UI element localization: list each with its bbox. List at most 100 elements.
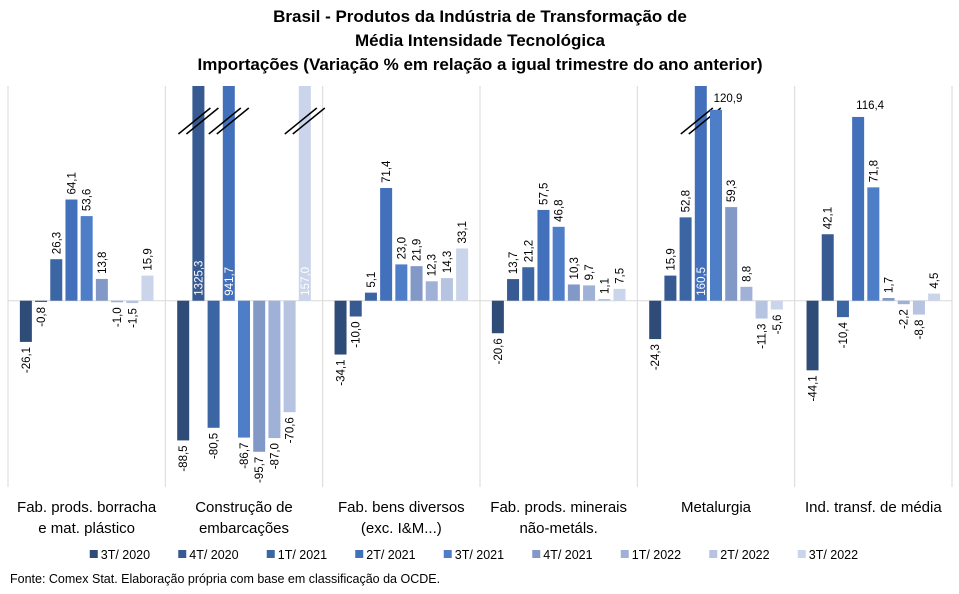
axis-break bbox=[284, 107, 318, 135]
value-label: 64,1 bbox=[66, 172, 78, 194]
bar bbox=[65, 199, 78, 301]
value-label: 53,6 bbox=[82, 189, 94, 211]
value-label: 59,3 bbox=[726, 180, 738, 202]
bar bbox=[222, 86, 235, 301]
bar bbox=[456, 248, 469, 301]
legend-label: 3T/ 2021 bbox=[455, 548, 504, 562]
bar bbox=[177, 300, 190, 441]
bar bbox=[583, 285, 596, 301]
bar bbox=[836, 300, 849, 318]
bar bbox=[111, 300, 124, 303]
value-label: 52,8 bbox=[681, 190, 693, 212]
bar bbox=[679, 217, 692, 301]
legend-swatch bbox=[709, 550, 718, 558]
bar bbox=[440, 278, 453, 301]
value-label: 7,5 bbox=[614, 268, 626, 284]
value-label: 71,4 bbox=[381, 160, 393, 183]
value-label: -86,7 bbox=[239, 443, 251, 469]
legend-swatch bbox=[178, 550, 187, 558]
legend-label: 4T/ 2020 bbox=[189, 548, 238, 562]
legend-label: 2T/ 2022 bbox=[720, 548, 769, 562]
bar bbox=[207, 300, 220, 428]
bar bbox=[334, 300, 347, 355]
value-label: -20,6 bbox=[493, 338, 505, 364]
value-label: -1,0 bbox=[112, 307, 124, 327]
bar bbox=[298, 86, 311, 301]
value-label: 941,7 bbox=[224, 267, 236, 296]
value-label: 21,2 bbox=[523, 240, 535, 262]
bar bbox=[537, 209, 550, 301]
axis-break bbox=[177, 107, 211, 135]
value-label: 23,0 bbox=[396, 237, 408, 259]
bar bbox=[238, 300, 250, 438]
value-label: 14,3 bbox=[442, 251, 454, 273]
bar bbox=[552, 226, 565, 301]
value-label: 21,9 bbox=[412, 239, 424, 261]
bar bbox=[349, 300, 362, 317]
value-label: -24,3 bbox=[650, 344, 662, 370]
bar bbox=[19, 300, 32, 342]
bar bbox=[755, 300, 768, 319]
bar bbox=[664, 275, 677, 301]
chart-title: Importações (Variação % em relação a igu… bbox=[198, 55, 763, 74]
axis-break bbox=[680, 107, 714, 135]
bar bbox=[567, 284, 580, 301]
value-label: 5,1 bbox=[366, 272, 378, 288]
value-label: -44,1 bbox=[808, 375, 820, 401]
chart-title: Média Intensidade Tecnológica bbox=[355, 31, 606, 50]
source-note: Fonte: Comex Stat. Elaboração própria co… bbox=[10, 572, 440, 586]
bar bbox=[425, 281, 438, 301]
bar bbox=[50, 259, 63, 301]
x-tick-label: Metalurgia bbox=[681, 499, 752, 516]
bar bbox=[613, 288, 626, 301]
bar bbox=[522, 267, 535, 301]
value-label: 15,9 bbox=[665, 248, 677, 270]
value-label: -95,7 bbox=[254, 457, 266, 483]
bar bbox=[897, 300, 910, 305]
bar bbox=[126, 300, 139, 304]
value-label: -34,1 bbox=[336, 360, 348, 386]
value-label: -8,8 bbox=[914, 320, 926, 340]
value-label: 26,3 bbox=[51, 232, 63, 254]
x-tick-label: Fab. prods. borracha e mat. plástico bbox=[17, 499, 157, 537]
legend-label: 1T/ 2021 bbox=[278, 548, 327, 562]
bar bbox=[821, 234, 834, 301]
value-label: 157,0 bbox=[300, 267, 312, 296]
value-label: 1,7 bbox=[884, 277, 896, 293]
bar bbox=[912, 300, 925, 315]
bar bbox=[806, 300, 819, 371]
bar bbox=[283, 300, 296, 413]
legend-swatch bbox=[797, 550, 806, 558]
bar bbox=[491, 300, 504, 334]
legend-label: 1T/ 2022 bbox=[632, 548, 681, 562]
bar bbox=[740, 286, 753, 301]
axis-break bbox=[208, 107, 242, 135]
value-label: -80,5 bbox=[209, 433, 221, 459]
bar bbox=[410, 266, 423, 301]
legend-label: 2T/ 2021 bbox=[366, 548, 415, 562]
value-label: 71,8 bbox=[868, 160, 880, 182]
bar bbox=[725, 207, 738, 301]
bar bbox=[95, 278, 108, 301]
value-label: -0,8 bbox=[36, 307, 48, 327]
value-label: 1,1 bbox=[599, 278, 611, 294]
bar bbox=[882, 298, 895, 301]
value-label: 13,8 bbox=[97, 252, 109, 274]
bar bbox=[649, 300, 662, 340]
axis-break bbox=[292, 107, 326, 135]
bar bbox=[395, 264, 408, 301]
bar bbox=[192, 86, 205, 301]
value-label: 4,5 bbox=[929, 273, 941, 289]
bar bbox=[852, 116, 865, 301]
legend-label: 3T/ 2020 bbox=[101, 548, 150, 562]
legend-swatch bbox=[89, 550, 98, 558]
bar bbox=[364, 292, 377, 301]
legend-label: 3T/ 2022 bbox=[809, 548, 858, 562]
bar bbox=[268, 300, 281, 439]
value-label: 46,8 bbox=[554, 199, 566, 221]
value-label: 13,7 bbox=[508, 252, 520, 274]
legend-label: 4T/ 2021 bbox=[543, 548, 592, 562]
x-tick-label: Fab. prods. minerais não-metáls. bbox=[490, 499, 627, 537]
value-label: -26,1 bbox=[21, 347, 33, 373]
